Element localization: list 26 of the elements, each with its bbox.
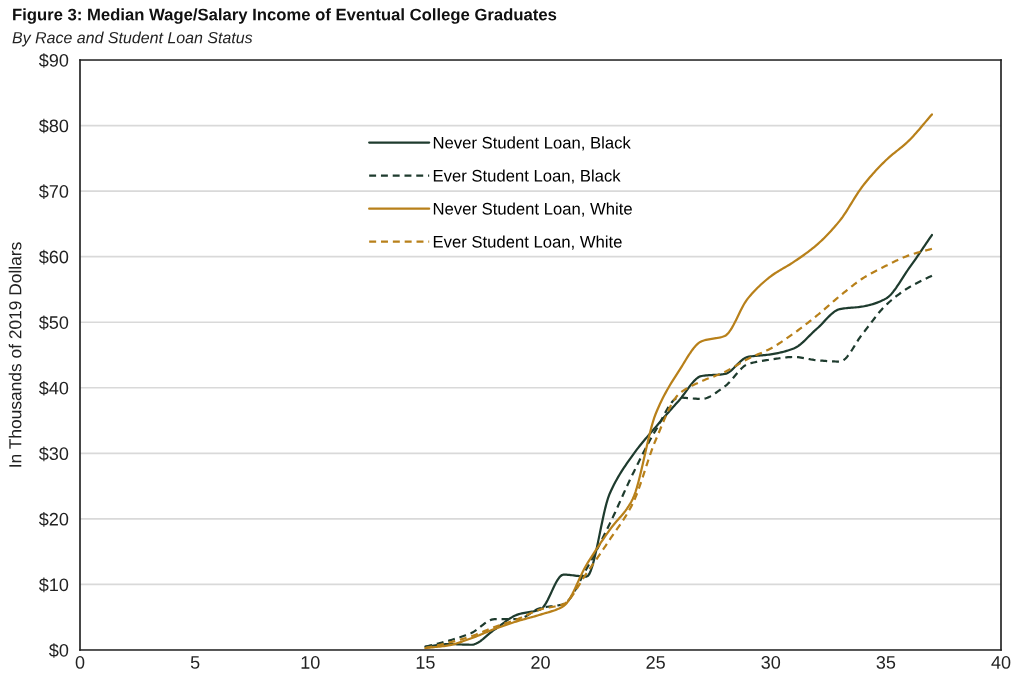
y-tick-label: $70 [38,184,69,199]
x-tick-label: 10 [301,656,320,669]
y-tick-label: $90 [38,53,69,68]
y-tick-label: $30 [38,446,69,462]
y-tick-label: $50 [38,315,69,331]
chart-title: Figure 3: Median Wage/Salary Income of Eventual College Graduates [13,8,557,24]
legend-label: Ever Student Loan, Black [433,169,621,184]
legend-label: Never Student Loan, Black [433,136,631,151]
x-tick-label: 15 [416,656,435,669]
legend-label: Ever Student Loan, White [433,235,622,250]
y-tick-label: $40 [38,380,69,396]
x-tick-label: 20 [531,656,550,669]
y-tick-label: $20 [38,512,69,527]
y-tick-label: $60 [38,249,69,265]
x-tick-label: 0 [75,656,85,669]
y-tick-label: $0 [49,643,69,658]
legend-label: Never Student Loan, White [433,202,632,217]
y-tick-label: $80 [38,118,69,134]
x-tick-label: 40 [991,656,1011,669]
y-axis-title: In Thousands of 2019 Dollars [8,242,22,467]
chart-subtitle: By Race and Student Loan Status [12,31,253,47]
y-tick-label: $10 [38,577,69,593]
x-tick-label: 30 [761,656,781,669]
x-tick-label: 35 [876,656,896,669]
x-tick-label: 25 [646,656,665,669]
x-tick-label: 5 [190,656,200,669]
